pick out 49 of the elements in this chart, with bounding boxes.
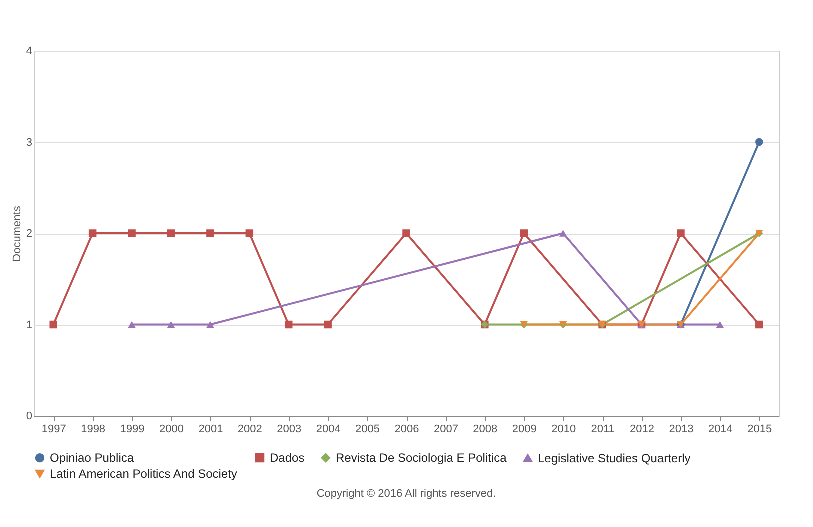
y-tick-label: 2 xyxy=(26,228,32,240)
legend-label: Revista De Sociologia E Politica xyxy=(336,451,508,466)
x-tick-label: 2006 xyxy=(394,424,420,436)
point xyxy=(88,230,97,238)
x-tick-label: 1997 xyxy=(42,424,66,436)
legend-label: Dados xyxy=(270,451,305,466)
point xyxy=(128,321,136,328)
x-tick-label: 2003 xyxy=(277,424,302,436)
x-tick-label: 2001 xyxy=(198,424,224,436)
point xyxy=(128,230,136,238)
x-tick-label: 2012 xyxy=(630,424,655,436)
point xyxy=(50,320,58,329)
point xyxy=(167,230,176,238)
legend-label: Opiniao Publica xyxy=(50,451,134,466)
x-tick-label: 1999 xyxy=(120,424,145,436)
point xyxy=(716,321,724,328)
point xyxy=(677,230,685,238)
text: Copyright © 2016 All rights reserved. xyxy=(316,488,498,500)
point xyxy=(520,230,528,238)
x-tick-label: 2011 xyxy=(591,424,615,436)
y-tick-label: 0 xyxy=(26,410,32,422)
y-axis-title: Documents xyxy=(11,206,24,262)
point xyxy=(206,321,214,328)
x-tick-label: 2007 xyxy=(434,424,458,436)
point xyxy=(206,230,214,238)
point xyxy=(756,138,764,146)
x-tick-label: 2013 xyxy=(669,424,694,436)
x-tick-label: 2002 xyxy=(238,424,262,436)
y-tick-label: 3 xyxy=(26,136,32,149)
point xyxy=(167,321,176,328)
x-tick-label: 1998 xyxy=(81,424,106,436)
legend-label: Legislative Studies Quarterly xyxy=(538,451,691,466)
x-tick-label: 2004 xyxy=(316,424,341,436)
x-tick-label: 2009 xyxy=(512,424,537,436)
x-tick-label: 2015 xyxy=(748,424,772,436)
x-tick-label: 2010 xyxy=(552,424,576,436)
x-tick-label: 2008 xyxy=(473,424,498,436)
x-tick-label: 2005 xyxy=(356,424,380,436)
point xyxy=(756,320,764,329)
point xyxy=(246,230,254,238)
point xyxy=(284,320,293,329)
legend-label: Latin American Politics And Society xyxy=(50,467,238,481)
y-tick-label: 4 xyxy=(26,46,32,58)
point xyxy=(324,320,332,329)
y-tick-label: 1 xyxy=(26,319,32,332)
point xyxy=(402,230,410,238)
point xyxy=(559,230,568,237)
x-tick-label: 2014 xyxy=(708,424,733,436)
x-tick-label: 2000 xyxy=(159,424,184,436)
